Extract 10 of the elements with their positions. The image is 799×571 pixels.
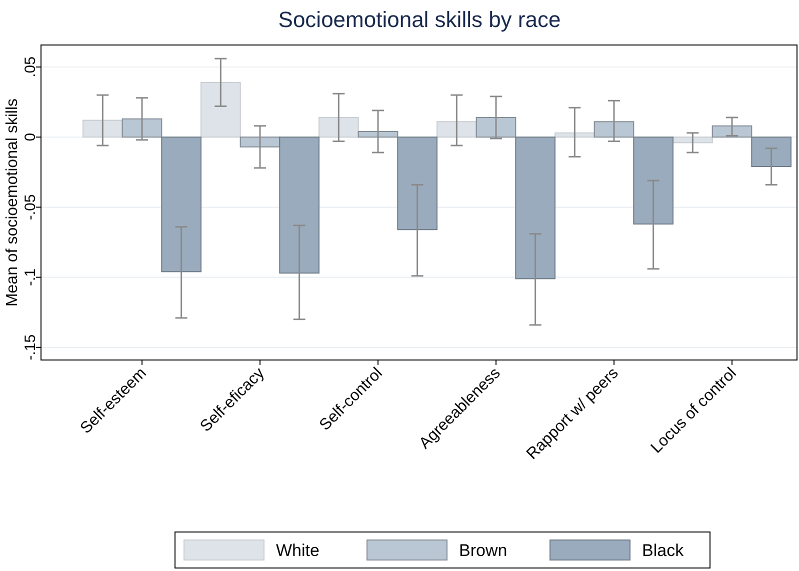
legend-label: White (276, 541, 320, 560)
y-tick-label: 0 (22, 132, 39, 142)
y-tick-label: .05 (22, 56, 39, 78)
legend-label: Brown (459, 541, 508, 560)
y-tick-label: -.1 (22, 268, 39, 286)
y-axis-title: Mean of socioemotional skills (4, 98, 21, 307)
y-tick-label: -.05 (22, 194, 39, 220)
chart-title: Socioemotional skills by race (278, 7, 561, 32)
y-tick-label: -.15 (22, 334, 39, 360)
legend-label: Black (642, 541, 684, 560)
